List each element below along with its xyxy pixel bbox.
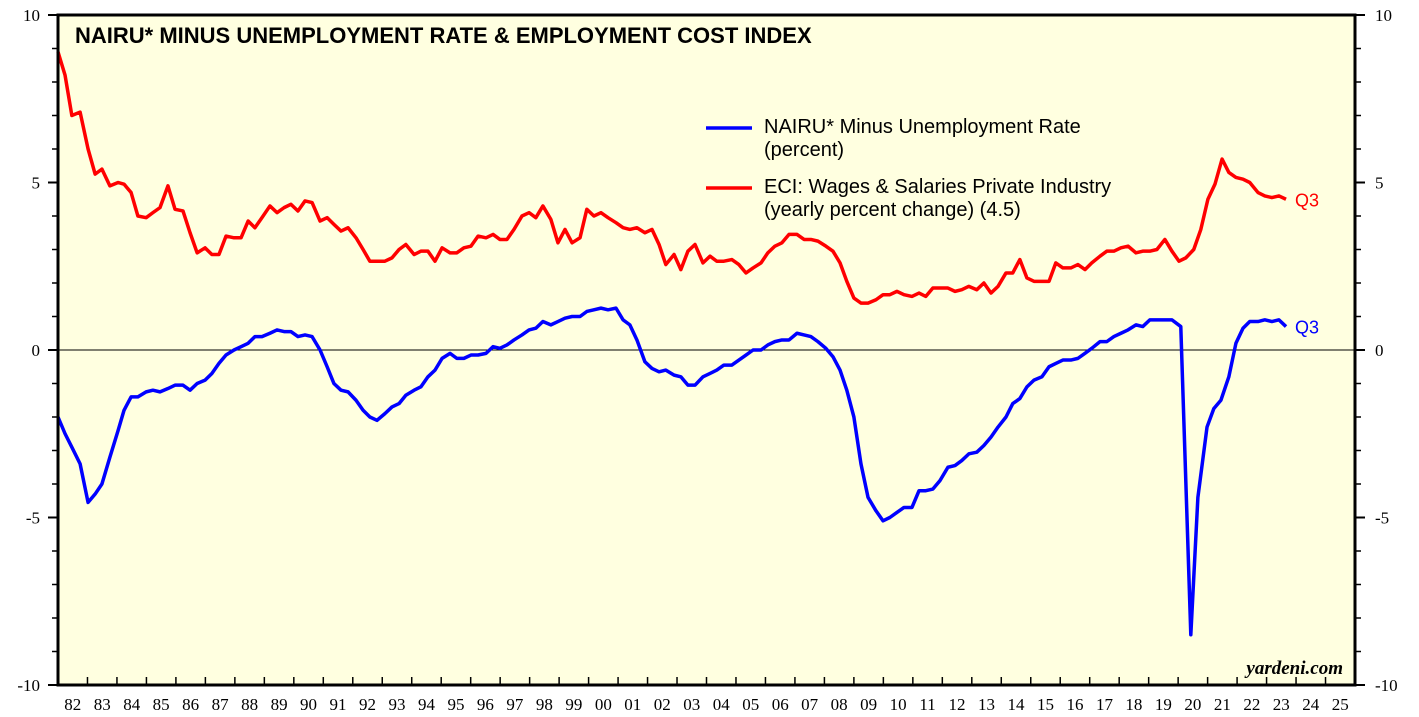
y2-tick-label: -5	[1375, 509, 1389, 528]
x-tick-label: 12	[949, 695, 966, 714]
x-tick-label: 98	[536, 695, 553, 714]
x-tick-label: 95	[447, 695, 464, 714]
x-tick-label: 15	[1037, 695, 1054, 714]
x-tick-label: 05	[742, 695, 759, 714]
x-tick-label: 85	[153, 695, 170, 714]
y-tick-label: 5	[32, 174, 41, 193]
x-tick-label: 24	[1302, 695, 1320, 714]
x-tick-label: 93	[388, 695, 405, 714]
x-tick-label: 99	[565, 695, 582, 714]
x-tick-label: 16	[1066, 695, 1083, 714]
x-tick-label: 90	[300, 695, 317, 714]
x-tick-label: 04	[713, 695, 731, 714]
series-line	[56, 306, 1288, 637]
series-line	[56, 51, 1287, 305]
y2-tick-label: 5	[1375, 174, 1384, 193]
x-tick-label: 00	[595, 695, 612, 714]
y2-tick-label: 0	[1375, 341, 1384, 360]
x-tick-label: 83	[94, 695, 111, 714]
x-tick-label: 19	[1155, 695, 1172, 714]
x-tick-label: 91	[330, 695, 347, 714]
x-tick-label: 87	[212, 695, 230, 714]
x-tick-label: 09	[860, 695, 877, 714]
y2-tick-label: 10	[1375, 6, 1392, 25]
x-tick-label: 14	[1008, 695, 1026, 714]
x-tick-label: 21	[1214, 695, 1231, 714]
x-tick-label: 01	[624, 695, 641, 714]
x-tick-label: 18	[1125, 695, 1142, 714]
x-tick-label: 86	[182, 695, 199, 714]
legend-label: ECI: Wages & Salaries Private Industry (…	[764, 176, 1112, 221]
x-tick-label: 84	[123, 695, 141, 714]
x-tick-label: 07	[801, 695, 819, 714]
x-tick-label: 22	[1243, 695, 1260, 714]
x-tick-label: 89	[271, 695, 288, 714]
x-tick-label: 20	[1184, 695, 1201, 714]
y-tick-label: -10	[17, 676, 40, 695]
x-tick-label: 13	[978, 695, 995, 714]
x-tick-label: 88	[241, 695, 258, 714]
x-tick-label: 03	[683, 695, 700, 714]
x-tick-label: 92	[359, 695, 376, 714]
x-tick-label: 06	[772, 695, 789, 714]
x-tick-label: 08	[831, 695, 848, 714]
x-tick-label: 17	[1096, 695, 1114, 714]
marks	[56, 51, 1355, 637]
x-tick-label: 94	[418, 695, 436, 714]
end-label: Q3	[1295, 190, 1319, 210]
x-tick-label: 96	[477, 695, 494, 714]
x-tick-label: 02	[654, 695, 671, 714]
x-tick-label: 97	[506, 695, 524, 714]
x-tick-label: 82	[64, 695, 81, 714]
y2-tick-label: -10	[1375, 676, 1398, 695]
credit: yardeni.com	[1244, 658, 1343, 679]
legend-label: NAIRU* Minus Unemployment Rate (percent)	[764, 116, 1081, 161]
x-tick-label: 23	[1273, 695, 1290, 714]
x-tick-label: 11	[919, 695, 935, 714]
chart-title: NAIRU* MINUS UNEMPLOYMENT RATE & EMPLOYM…	[75, 23, 812, 48]
x-tick-label: 25	[1332, 695, 1349, 714]
y-tick-label: 0	[32, 341, 41, 360]
x-tick-label: 10	[890, 695, 907, 714]
end-label: Q3	[1295, 318, 1319, 338]
y-tick-label: 10	[23, 6, 40, 25]
y-tick-label: -5	[26, 509, 40, 528]
